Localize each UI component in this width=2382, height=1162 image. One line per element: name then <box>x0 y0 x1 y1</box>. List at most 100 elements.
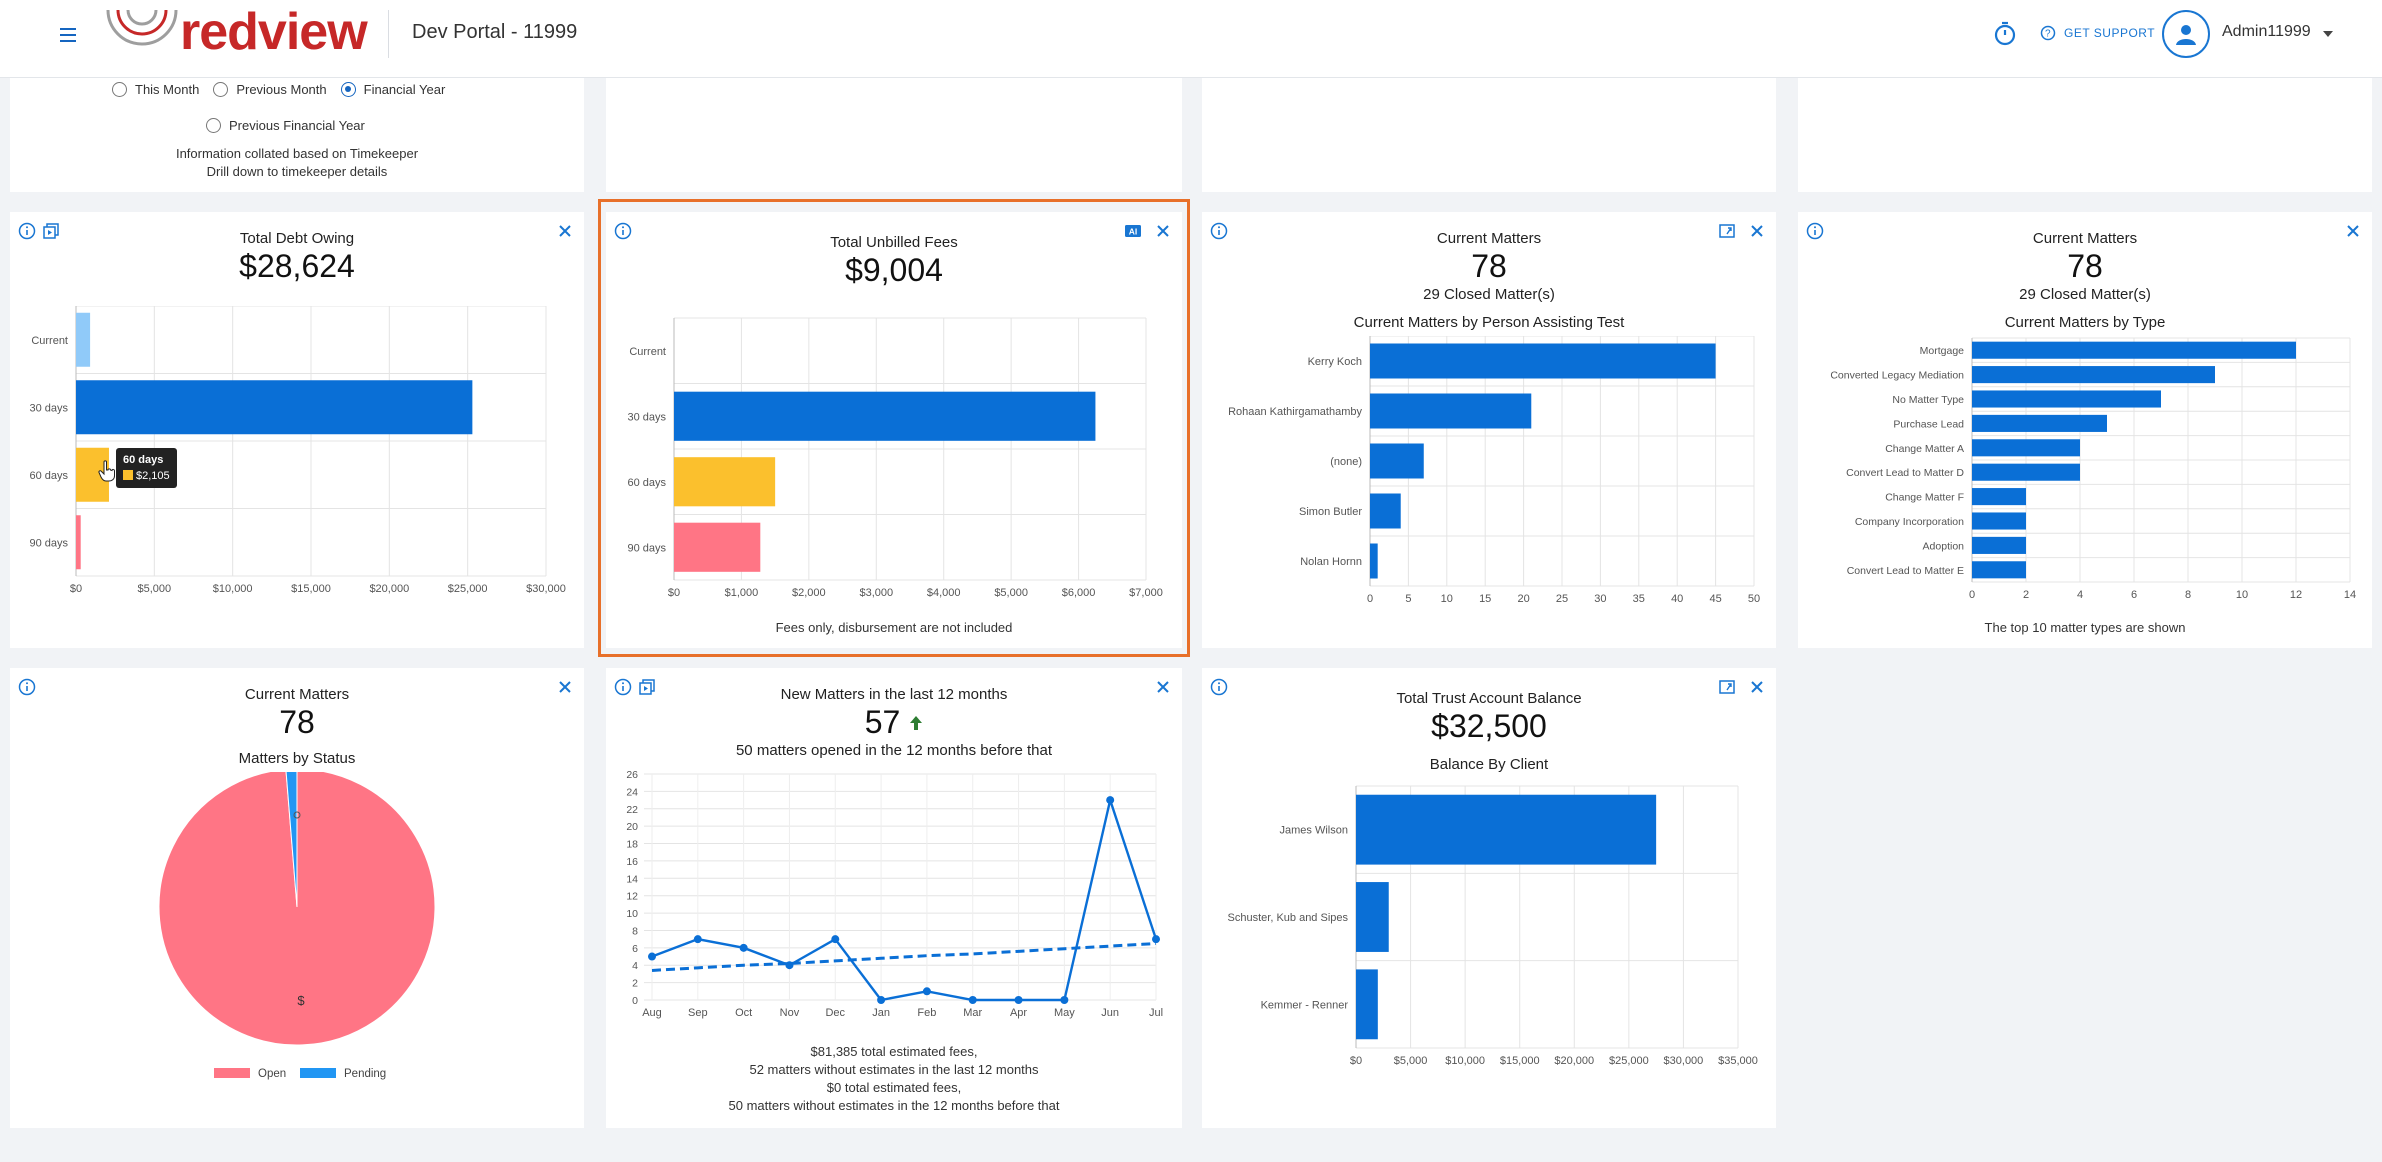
estimate-line-1: $81,385 total estimated fees, <box>810 1044 978 1059</box>
x-tick-label: 45 <box>1709 593 1721 605</box>
total-debt-card: Total Debt Owing $28,624 $0 $5,000 $10,000… <box>10 212 584 648</box>
pie-slice-label: $ <box>297 993 305 1008</box>
drilldown-icon[interactable] <box>42 222 60 240</box>
category-label: Current <box>629 346 666 358</box>
pie-slice <box>158 772 436 1046</box>
close-icon[interactable] <box>1748 678 1766 696</box>
radio-circle <box>213 82 229 97</box>
closed-matters-count: 29 Closed Matter(s) <box>1423 286 1555 303</box>
category-label: 60 days <box>627 477 666 489</box>
estimate-line-3: $0 total estimated fees, <box>826 1080 962 1095</box>
category-label: Nolan Hornn <box>1300 556 1362 568</box>
info-icon[interactable] <box>18 678 36 696</box>
category-label: Converted Legacy Mediation <box>1830 370 1964 382</box>
x-tick-label: $0 <box>1350 1055 1362 1067</box>
bar <box>1972 536 2026 554</box>
y-tick-label: 0 <box>632 995 638 1007</box>
expand-icon[interactable] <box>1718 678 1736 696</box>
card-title: Total Unbilled Fees <box>830 234 958 251</box>
card-total-value: 78 <box>1471 248 1507 284</box>
info-icon[interactable] <box>1210 222 1228 240</box>
user-name[interactable]: Admin11999 <box>2222 23 2311 40</box>
info-icon[interactable] <box>18 222 36 240</box>
expand-icon[interactable] <box>1718 222 1736 240</box>
bar <box>1972 488 2026 506</box>
bar <box>1972 512 2026 530</box>
trust-balance-bar-chart[interactable]: $0 $5,000 $10,000 $15,000 $20,000 $25,000 $30,… <box>1202 778 1776 1108</box>
bar <box>1972 561 2026 579</box>
user-avatar[interactable] <box>2162 10 2210 58</box>
portal-title: Dev Portal - 11999 <box>412 21 578 43</box>
y-tick-label: 12 <box>626 891 638 903</box>
bar <box>76 515 81 570</box>
data-point <box>1014 996 1023 1004</box>
tooltip-swatch <box>123 470 133 480</box>
data-point <box>1060 996 1069 1004</box>
tooltip-label: 60 days <box>123 454 164 466</box>
y-tick-label: 24 <box>626 786 638 798</box>
category-label: Kerry Koch <box>1308 356 1362 368</box>
x-tick-label: Mar <box>963 1007 982 1019</box>
x-tick-label: $0 <box>70 583 82 595</box>
get-support-link[interactable]: ? GET SUPPORT <box>2040 25 2155 41</box>
close-icon[interactable] <box>1748 222 1766 240</box>
category-label: (none) <box>1330 456 1362 468</box>
y-tick-label: 18 <box>626 839 638 851</box>
legend-label: Open <box>258 1068 286 1080</box>
stopwatch-icon[interactable] <box>1992 20 2018 46</box>
x-tick-label: 10 <box>1441 593 1453 605</box>
x-tick-label: $30,000 <box>526 583 566 595</box>
radio-financial-year[interactable]: Financial Year <box>340 82 445 97</box>
info-icon[interactable] <box>1210 678 1228 696</box>
new-matters-value-row: 57 <box>606 704 1182 741</box>
close-icon[interactable] <box>1154 678 1172 696</box>
radio-label: Previous Financial Year <box>229 118 365 133</box>
radio-previous-financial-year[interactable]: Previous Financial Year <box>206 118 365 133</box>
radio-circle <box>206 118 221 133</box>
x-tick-label: 0 <box>1367 593 1373 605</box>
chart-subtitle: Current Matters by Type <box>2004 314 2166 331</box>
y-tick-label: 6 <box>632 943 638 955</box>
data-point <box>877 996 886 1004</box>
card-total-value: $28,624 <box>239 248 355 284</box>
drilldown-icon[interactable] <box>638 678 656 696</box>
x-tick-label: $20,000 <box>369 583 409 595</box>
hamburger-menu-icon[interactable] <box>58 24 78 44</box>
info-icon[interactable] <box>1806 222 1824 240</box>
matters-by-status-pie-chart[interactable]: $ Open Pending <box>10 772 584 1112</box>
close-icon[interactable] <box>1154 222 1172 240</box>
close-icon[interactable] <box>2344 222 2362 240</box>
user-menu-caret-icon[interactable] <box>2323 31 2333 37</box>
x-tick-label: 14 <box>2344 589 2356 601</box>
matters-by-type-bar-chart[interactable]: 0 2 4 6 8 10 12 14 Mortgage Converted Legacy Medi… <box>1798 336 2372 616</box>
info-icon[interactable] <box>614 678 632 696</box>
radio-previous-month[interactable]: Previous Month <box>213 82 327 97</box>
data-point <box>739 943 748 952</box>
ai-badge-icon[interactable]: AI <box>1124 222 1142 240</box>
data-point <box>1152 935 1160 944</box>
x-tick-label: $1,000 <box>725 587 759 599</box>
estimate-line-4: 50 matters without estimates in the 12 m… <box>728 1098 1060 1113</box>
category-label: Mortgage <box>1920 345 1965 357</box>
info-icon[interactable] <box>614 222 632 240</box>
unbilled-fees-bar-chart[interactable]: $0 $1,000 $2,000 $3,000 $4,000 $5,000 $6,000 $7… <box>606 304 1182 624</box>
x-tick-label: $25,000 <box>448 583 488 595</box>
radio-this-month[interactable]: This Month <box>112 82 199 97</box>
card-title: Current Matters <box>1436 230 1542 247</box>
logo-text: redview <box>180 3 368 61</box>
close-icon[interactable] <box>556 222 574 240</box>
bar <box>1972 439 2080 457</box>
category-label: Change Matter A <box>1885 443 1964 455</box>
card-note: The top 10 matter types are shown <box>1984 620 2186 635</box>
x-tick-label: May <box>1054 1007 1075 1019</box>
total-debt-bar-chart[interactable]: $0 $5,000 $10,000 $15,000 $20,000 $25,000 $30,… <box>10 306 584 646</box>
radio-circle <box>112 82 127 97</box>
redview-logo[interactable]: redview <box>104 2 374 62</box>
category-label: No Matter Type <box>1892 394 1964 406</box>
x-tick-label: Sep <box>688 1007 708 1019</box>
card-total-value: 78 <box>279 704 315 740</box>
matters-by-person-bar-chart[interactable]: 0 5 10 15 20 25 30 35 40 45 50 Kerry Koch Rohaan Kat… <box>1202 336 1776 636</box>
close-icon[interactable] <box>556 678 574 696</box>
y-tick-label: 10 <box>626 908 638 920</box>
